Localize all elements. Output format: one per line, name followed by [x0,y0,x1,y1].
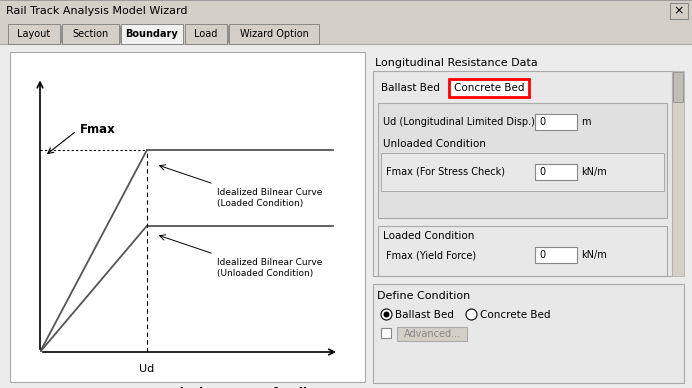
Text: m: m [581,117,590,127]
Text: Ballast Bed: Ballast Bed [395,310,454,319]
Text: Advanced...: Advanced... [403,329,461,339]
Text: Longitudinal Resistance Data: Longitudinal Resistance Data [375,58,538,68]
Bar [381,328,391,338]
Bar [0,22,692,44]
Text: Fmax (Yield Force): Fmax (Yield Force) [386,250,476,260]
Text: Section: Section [73,29,109,39]
Text: Ud (Longitudinal Limited Disp.): Ud (Longitudinal Limited Disp.) [383,117,535,127]
Bar [229,24,319,44]
Text: 0: 0 [539,117,545,127]
Text: Unloaded Condition: Unloaded Condition [383,139,486,149]
Text: Ud: Ud [139,364,154,374]
Circle shape [466,309,477,320]
Bar [121,24,183,44]
Bar [0,44,692,388]
Bar [397,327,467,341]
Text: Wizard Option: Wizard Option [239,29,309,39]
Text: Ballast Bed: Ballast Bed [381,83,440,93]
Circle shape [383,312,390,317]
Bar [673,72,683,102]
Text: Boundary: Boundary [126,29,179,39]
Bar [373,284,684,383]
Text: Concrete Bed: Concrete Bed [454,83,525,93]
Text: 0: 0 [539,250,545,260]
Bar [535,164,577,180]
Text: ×: × [674,5,684,17]
Bar [185,24,227,44]
Bar [449,79,529,97]
Text: Idealized Bilnear Curve
(Loaded Condition): Idealized Bilnear Curve (Loaded Conditio… [217,188,322,208]
Text: Idealized Bilnear Curve
(Unloaded Condition): Idealized Bilnear Curve (Unloaded Condit… [217,258,322,277]
Bar [535,114,577,130]
Bar [378,226,667,276]
Bar [670,3,688,19]
Text: Rail Track Analysis Model Wizard: Rail Track Analysis Model Wizard [6,6,188,16]
Text: Fmax: Fmax [80,123,116,136]
Bar [62,24,119,44]
Text: Fmax (For Stress Check): Fmax (For Stress Check) [386,167,505,177]
Bar [672,71,684,276]
Bar [373,71,672,276]
Bar [378,103,667,218]
Bar [535,247,577,263]
Bar [0,0,692,22]
Circle shape [381,309,392,320]
Bar [8,24,60,44]
Text: Concrete Bed: Concrete Bed [480,310,551,319]
Bar [10,52,365,382]
Text: kN/m: kN/m [581,167,607,177]
Text: Layout: Layout [17,29,51,39]
Text: Define Condition: Define Condition [377,291,471,301]
Text: Loaded Condition: Loaded Condition [383,231,475,241]
Text: 0: 0 [539,167,545,177]
Text: kN/m: kN/m [581,250,607,260]
Text: Load: Load [194,29,218,39]
Bar [381,153,664,191]
